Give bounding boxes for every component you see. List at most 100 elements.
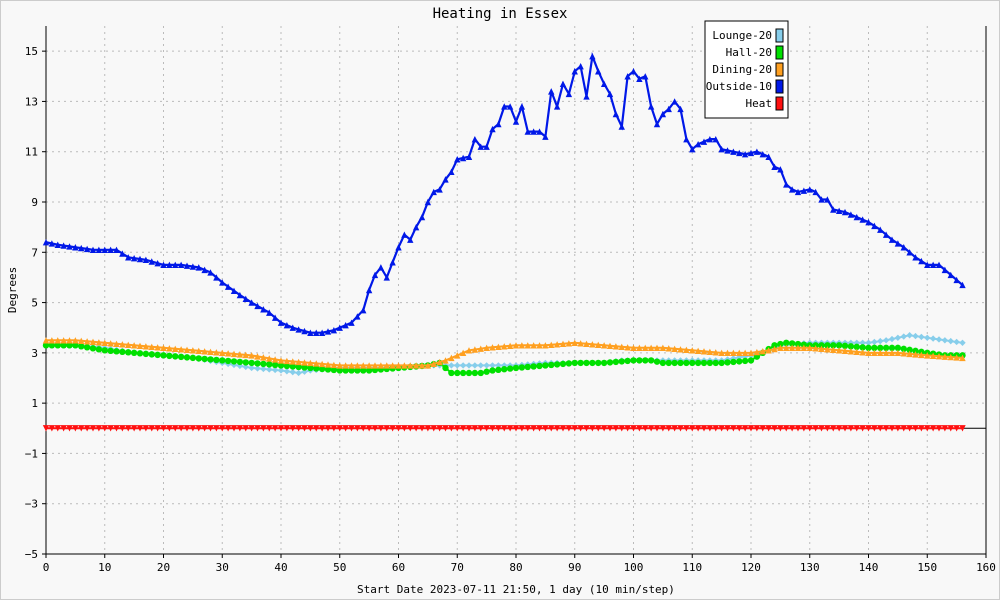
data-point: [489, 362, 496, 369]
data-point: [689, 146, 696, 153]
data-point: [342, 322, 349, 329]
data-point: [95, 346, 103, 353]
data-point: [542, 133, 549, 140]
data-point: [806, 425, 813, 432]
legend-swatch: [775, 79, 784, 94]
legend-swatch: [775, 45, 784, 60]
legend-swatch: [775, 96, 784, 111]
data-point: [647, 103, 655, 110]
data-point: [806, 344, 813, 352]
data-point: [407, 236, 414, 243]
x-tick-label: 130: [800, 561, 820, 574]
data-point: [636, 425, 643, 432]
data-point: [48, 240, 56, 247]
data-point: [671, 345, 678, 353]
data-point: [113, 340, 120, 348]
data-point: [418, 362, 426, 369]
data-point: [365, 286, 373, 294]
data-point: [301, 364, 308, 371]
data-point: [847, 211, 855, 218]
data-point: [283, 368, 291, 375]
data-point: [565, 340, 573, 347]
data-point: [589, 425, 596, 432]
data-point: [924, 425, 931, 432]
data-point: [777, 340, 784, 348]
data-point: [595, 359, 602, 367]
data-point: [477, 362, 484, 369]
data-point: [107, 425, 114, 432]
data-point: [847, 343, 855, 350]
data-point: [454, 369, 461, 377]
data-point: [800, 425, 808, 432]
data-point: [465, 369, 473, 377]
data-point: [177, 261, 185, 269]
data-point: [454, 352, 461, 359]
data-point: [430, 425, 437, 432]
data-point: [424, 425, 432, 432]
data-point: [189, 354, 197, 362]
data-point: [724, 349, 731, 357]
data-point: [125, 341, 132, 349]
data-point: [512, 118, 520, 125]
data-point: [266, 361, 273, 368]
data-point: [783, 425, 790, 432]
data-point: [324, 361, 332, 368]
data-point: [254, 365, 261, 372]
data-point: [313, 365, 320, 372]
data-point: [771, 425, 778, 432]
data-point: [389, 425, 396, 432]
data-point: [412, 425, 420, 432]
data-point: [812, 188, 819, 196]
data-point: [177, 425, 185, 432]
data-point: [401, 362, 408, 369]
data-point: [665, 425, 672, 432]
data-point: [42, 425, 50, 432]
data-point: [741, 151, 749, 158]
data-point: [371, 362, 379, 369]
data-point: [271, 425, 279, 432]
data-point: [260, 306, 267, 313]
data-point: [894, 349, 902, 357]
data-point: [219, 357, 226, 364]
data-point: [330, 366, 338, 374]
data-point: [389, 259, 396, 266]
data-point: [83, 245, 91, 253]
data-point: [900, 345, 907, 353]
legend-label: Hall-20: [726, 46, 772, 59]
data-point: [524, 425, 531, 432]
data-point: [266, 366, 273, 373]
data-point: [295, 425, 302, 432]
data-point: [66, 243, 73, 250]
data-point: [242, 425, 249, 432]
data-point: [465, 347, 473, 354]
data-point: [83, 338, 91, 345]
data-point: [119, 425, 126, 432]
data-point: [606, 90, 614, 98]
data-point: [548, 361, 555, 369]
data-point: [201, 266, 208, 274]
y-axis-label: Degrees: [6, 267, 19, 313]
data-point: [741, 349, 749, 357]
data-point: [600, 342, 608, 349]
data-point: [794, 425, 802, 432]
data-point: [888, 349, 896, 357]
data-point: [947, 337, 954, 345]
data-point: [289, 368, 296, 376]
data-point: [712, 135, 719, 143]
data-point: [753, 425, 761, 432]
data-point: [166, 345, 173, 352]
data-point: [377, 425, 385, 432]
data-point: [336, 425, 343, 432]
y-tick-label: 7: [31, 246, 38, 259]
data-point: [894, 334, 902, 341]
data-point: [771, 345, 778, 353]
data-point: [377, 264, 385, 271]
x-tick-label: 10: [98, 561, 111, 574]
data-point: [289, 324, 296, 331]
data-point: [412, 223, 420, 231]
data-point: [924, 261, 931, 269]
data-point: [130, 342, 138, 349]
data-point: [166, 425, 173, 432]
data-point: [506, 365, 514, 372]
data-point: [348, 367, 355, 374]
